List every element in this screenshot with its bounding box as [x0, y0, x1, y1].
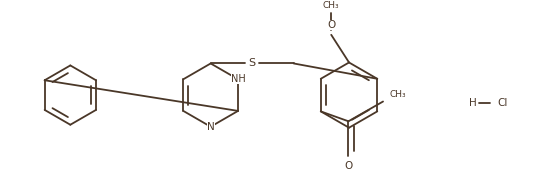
Text: S: S [248, 59, 256, 68]
Text: O: O [344, 161, 352, 171]
Text: N: N [207, 122, 215, 132]
Text: Cl: Cl [497, 98, 507, 108]
Text: O: O [327, 20, 335, 30]
Text: CH₃: CH₃ [323, 1, 340, 10]
Text: H: H [469, 98, 477, 108]
Text: CH₃: CH₃ [390, 90, 406, 99]
Text: NH: NH [231, 74, 245, 84]
